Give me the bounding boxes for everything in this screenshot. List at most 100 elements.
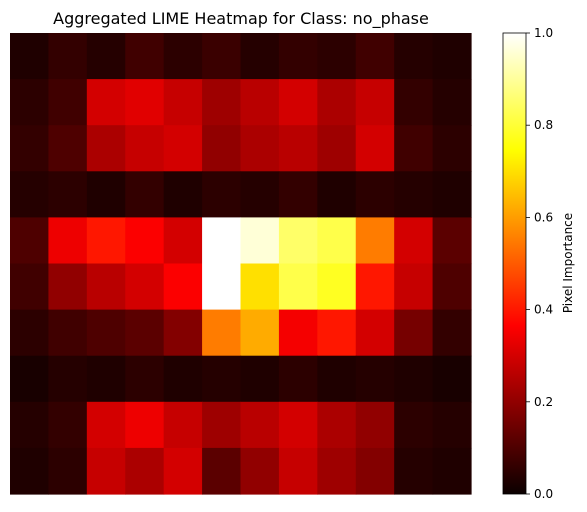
heatmap-cell (164, 264, 203, 311)
heatmap-cell (125, 125, 164, 172)
heatmap-cell (164, 356, 203, 403)
chart-title: Aggregated LIME Heatmap for Class: no_ph… (53, 9, 429, 29)
heatmap-cell (125, 310, 164, 357)
heatmap-cell (125, 217, 164, 264)
heatmap-cell (317, 448, 356, 495)
heatmap-cell (356, 310, 395, 357)
heatmap-cell (87, 264, 126, 311)
heatmap-cell (48, 264, 87, 311)
heatmap-cell (125, 171, 164, 218)
heatmap-cell (433, 217, 472, 264)
heatmap-cell (10, 402, 49, 449)
heatmap-cell (164, 125, 203, 172)
heatmap-cell (433, 33, 472, 80)
heatmap-cell (202, 448, 241, 495)
heatmap-cell (202, 171, 241, 218)
heatmap-cell (10, 264, 49, 311)
heatmap-cell (164, 217, 203, 264)
heatmap-cell (10, 125, 49, 172)
heatmap-cell (394, 448, 433, 495)
heatmap-cell (356, 33, 395, 80)
heatmap-cell (202, 217, 241, 264)
heatmap-cell (317, 79, 356, 126)
heatmap-cell (202, 264, 241, 311)
heatmap-cell (10, 171, 49, 218)
heatmap-cell (10, 217, 49, 264)
heatmap-cell (433, 402, 472, 449)
heatmap-cell (10, 79, 49, 126)
heatmap-cell (48, 217, 87, 264)
colorbar-tick-label: 1.0 (534, 26, 553, 40)
heatmap-cell (241, 264, 280, 311)
heatmap-cell (279, 217, 318, 264)
heatmap-cell (317, 125, 356, 172)
heatmap-cell (48, 356, 87, 403)
heatmap-cell (48, 310, 87, 357)
heatmap-cell (279, 264, 318, 311)
heatmap-cell (356, 79, 395, 126)
heatmap-cell (317, 402, 356, 449)
heatmap-cell (241, 171, 280, 218)
heatmap-cell (394, 402, 433, 449)
heatmap-cell (279, 310, 318, 357)
heatmap-cell (394, 125, 433, 172)
colorbar-label: Pixel Importance (561, 213, 575, 313)
heatmap-cell (164, 33, 203, 80)
heatmap-cell (48, 125, 87, 172)
heatmap-cell (10, 33, 49, 80)
colorbar-tick-label: 0.8 (534, 118, 553, 132)
heatmap-cell (356, 125, 395, 172)
heatmap-cell (202, 125, 241, 172)
heatmap-cell (394, 79, 433, 126)
heatmap-cell (279, 356, 318, 403)
heatmap-plot-area (10, 33, 472, 495)
heatmap-cell (202, 402, 241, 449)
colorbar-gradient (503, 33, 526, 494)
heatmap-cell (202, 33, 241, 80)
heatmap-cell (356, 402, 395, 449)
heatmap-cell (433, 79, 472, 126)
colorbar-tick-label: 0.4 (534, 303, 553, 317)
heatmap-cell (279, 171, 318, 218)
heatmap-cell (125, 79, 164, 126)
heatmap-cell (241, 448, 280, 495)
heatmap-cell (356, 217, 395, 264)
heatmap-cell (317, 33, 356, 80)
heatmap-cell (317, 264, 356, 311)
heatmap-cell (87, 356, 126, 403)
heatmap-cell (202, 310, 241, 357)
heatmap-cell (394, 356, 433, 403)
heatmap-cell (241, 79, 280, 126)
heatmap-cell (433, 448, 472, 495)
heatmap-cell (87, 33, 126, 80)
heatmap-cell (10, 448, 49, 495)
heatmap-cell (394, 33, 433, 80)
heatmap-cell (48, 33, 87, 80)
heatmap-cell (164, 402, 203, 449)
heatmap-cell (356, 356, 395, 403)
heatmap-cell (279, 448, 318, 495)
heatmap-cell (356, 171, 395, 218)
heatmap-cell (10, 310, 49, 357)
heatmap-cell (125, 33, 164, 80)
heatmap-cell (394, 310, 433, 357)
heatmap-cell (10, 356, 49, 403)
heatmap-cell (279, 79, 318, 126)
heatmap-cell (48, 402, 87, 449)
heatmap-cell (164, 79, 203, 126)
heatmap-cell (433, 125, 472, 172)
heatmap-cell (317, 356, 356, 403)
heatmap-cell (279, 402, 318, 449)
heatmap-cell (87, 125, 126, 172)
heatmap-cell (394, 217, 433, 264)
heatmap-cell (164, 448, 203, 495)
heatmap-cell (394, 171, 433, 218)
heatmap-cell (125, 264, 164, 311)
heatmap-cell (317, 171, 356, 218)
heatmap-cell (433, 356, 472, 403)
heatmap-cell (202, 356, 241, 403)
heatmap-cell (202, 79, 241, 126)
heatmap-cell (241, 402, 280, 449)
heatmap-cell (241, 125, 280, 172)
